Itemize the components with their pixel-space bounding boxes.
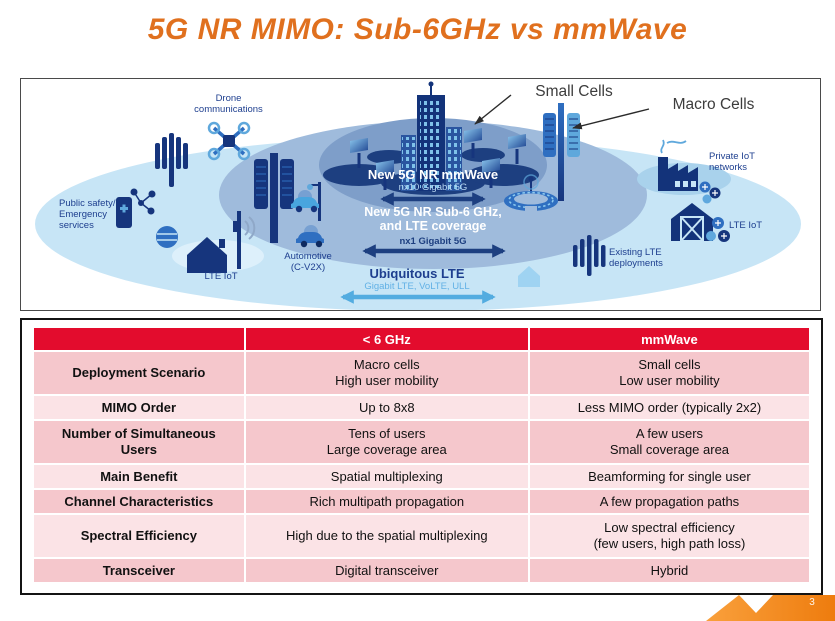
table-header-row: < 6 GHz mmWave xyxy=(34,328,809,350)
row-label: Spectral Efficiency xyxy=(34,515,244,557)
public-safety-icon xyxy=(116,188,156,228)
sub6-band-title: New 5G NR Sub-6 GHz, and LTE coverage xyxy=(364,205,502,233)
cell-mmwave: Low spectral efficiency (few users, high… xyxy=(529,515,809,557)
row-label: Number of Simultaneous Users xyxy=(34,421,244,463)
sub6-band-subtitle: nx1 Gigabit 5G xyxy=(399,236,467,247)
comparison-table: < 6 GHz mmWave Deployment Scenario Macro… xyxy=(32,326,811,584)
automotive-label: Automotive (C-V2X) xyxy=(284,251,332,273)
cell-mmwave: Beamforming for single user xyxy=(529,465,809,488)
table-row: Transceiver Digital transceiver Hybrid xyxy=(34,559,809,582)
cell-sub6: Up to 8x8 xyxy=(245,396,528,419)
row-label: Transceiver xyxy=(34,559,244,582)
lte-iot-left-label: LTE IoT xyxy=(204,271,238,282)
existing-lte-antenna-icon xyxy=(573,235,606,276)
drone-icon xyxy=(207,121,251,161)
private-iot-label: Private IoT networks xyxy=(709,151,755,173)
factory-icon xyxy=(658,139,721,204)
lte-iot-house-icon xyxy=(156,211,256,273)
stadium-icon xyxy=(504,174,558,211)
existing-lte-label: Existing LTE deployments xyxy=(609,247,663,269)
cell-sub6: Macro cells High user mobility xyxy=(245,352,528,394)
row-label: MIMO Order xyxy=(34,396,244,419)
house-icon xyxy=(518,266,540,287)
antenna-icon xyxy=(155,133,188,187)
barn-icon xyxy=(671,203,730,242)
mmwave-band-title: New 5G NR mmWave xyxy=(367,167,499,182)
row-label: Main Benefit xyxy=(34,465,244,488)
header-empty xyxy=(34,328,244,350)
small-cells-callout: Small Cells xyxy=(535,83,613,100)
city-icon xyxy=(401,81,462,191)
cell-sub6: Tens of users Large coverage area xyxy=(245,421,528,463)
lte-band-subtitle: Gigabit LTE, VoLTE, ULL xyxy=(364,281,470,292)
table-row: Main Benefit Spatial multiplexing Beamfo… xyxy=(34,465,809,488)
cell-sub6: Spatial multiplexing xyxy=(245,465,528,488)
table-row: Deployment Scenario Macro cells High use… xyxy=(34,352,809,394)
lte-iot-right-label: LTE IoT xyxy=(729,220,763,231)
automotive-icon xyxy=(291,182,324,248)
cell-mmwave: Small cells Low user mobility xyxy=(529,352,809,394)
header-sub6: < 6 GHz xyxy=(245,328,528,350)
cell-mmwave: Hybrid xyxy=(529,559,809,582)
table-row: Channel Characteristics Rich multipath p… xyxy=(34,490,809,513)
table-row: Number of Simultaneous Users Tens of use… xyxy=(34,421,809,463)
corner-ribbon xyxy=(706,595,835,621)
cell-sub6: Digital transceiver xyxy=(245,559,528,582)
table-row: Spectral Efficiency High due to the spat… xyxy=(34,515,809,557)
cell-mmwave: A few propagation paths xyxy=(529,490,809,513)
left-macro-tower-icon xyxy=(254,153,294,243)
table-row: MIMO Order Up to 8x8 Less MIMO order (ty… xyxy=(34,396,809,419)
row-label: Channel Characteristics xyxy=(34,490,244,513)
coverage-arrows xyxy=(340,192,506,304)
cell-sub6: High due to the spatial multiplexing xyxy=(245,515,528,557)
small-cell-icons xyxy=(350,128,526,190)
comparison-table-box: < 6 GHz mmWave Deployment Scenario Macro… xyxy=(20,318,823,595)
row-label: Deployment Scenario xyxy=(34,352,244,394)
page-number: 3 xyxy=(809,597,815,608)
network-diagram: Small Cells Macro Cells Drone communicat… xyxy=(20,78,821,311)
public-safety-label: Public safety/ Emergency services xyxy=(59,198,116,231)
slide-title: 5G NR MIMO: Sub-6GHz vs mmWave xyxy=(147,13,688,46)
callout-arrows xyxy=(474,94,650,130)
cell-mmwave: A few users Small coverage area xyxy=(529,421,809,463)
drone-label: Drone communications xyxy=(194,93,263,115)
mmwave-band-subtitle: nx10 Gigabit 5G xyxy=(398,182,468,193)
cell-mmwave: Less MIMO order (typically 2x2) xyxy=(529,396,809,419)
macro-cells-callout: Macro Cells xyxy=(672,96,755,113)
diagram-canvas xyxy=(35,81,801,310)
header-mmwave: mmWave xyxy=(529,328,809,350)
lte-band-title: Ubiquitous LTE xyxy=(369,266,465,281)
cell-sub6: Rich multipath propagation xyxy=(245,490,528,513)
